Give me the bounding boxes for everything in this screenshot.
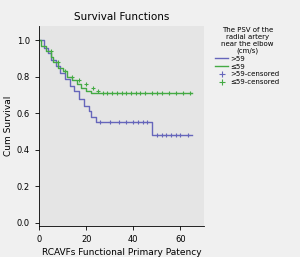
Title: Survival Functions: Survival Functions	[74, 12, 169, 22]
Y-axis label: Cum Survival: Cum Survival	[4, 96, 13, 156]
Legend: >59, ≤59, >59-censored, ≤59-censored: >59, ≤59, >59-censored, ≤59-censored	[214, 25, 281, 86]
X-axis label: RCAVFs Functional Primary Patency: RCAVFs Functional Primary Patency	[42, 248, 201, 257]
